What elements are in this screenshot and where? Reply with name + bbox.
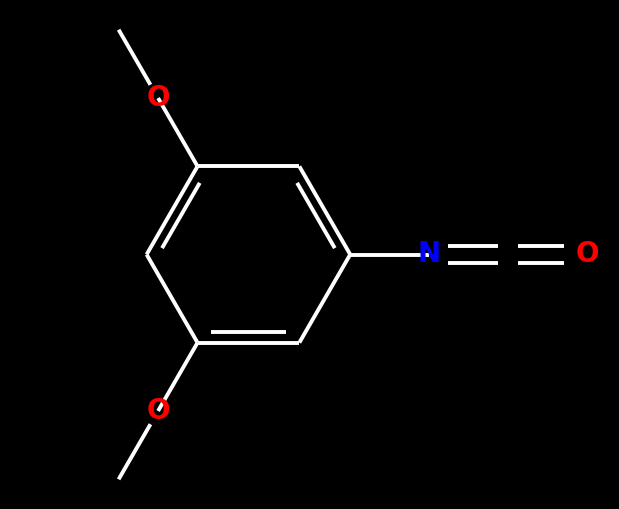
Text: O: O <box>146 397 170 425</box>
Text: O: O <box>575 240 599 269</box>
Text: N: N <box>418 240 441 269</box>
Text: O: O <box>146 84 170 112</box>
